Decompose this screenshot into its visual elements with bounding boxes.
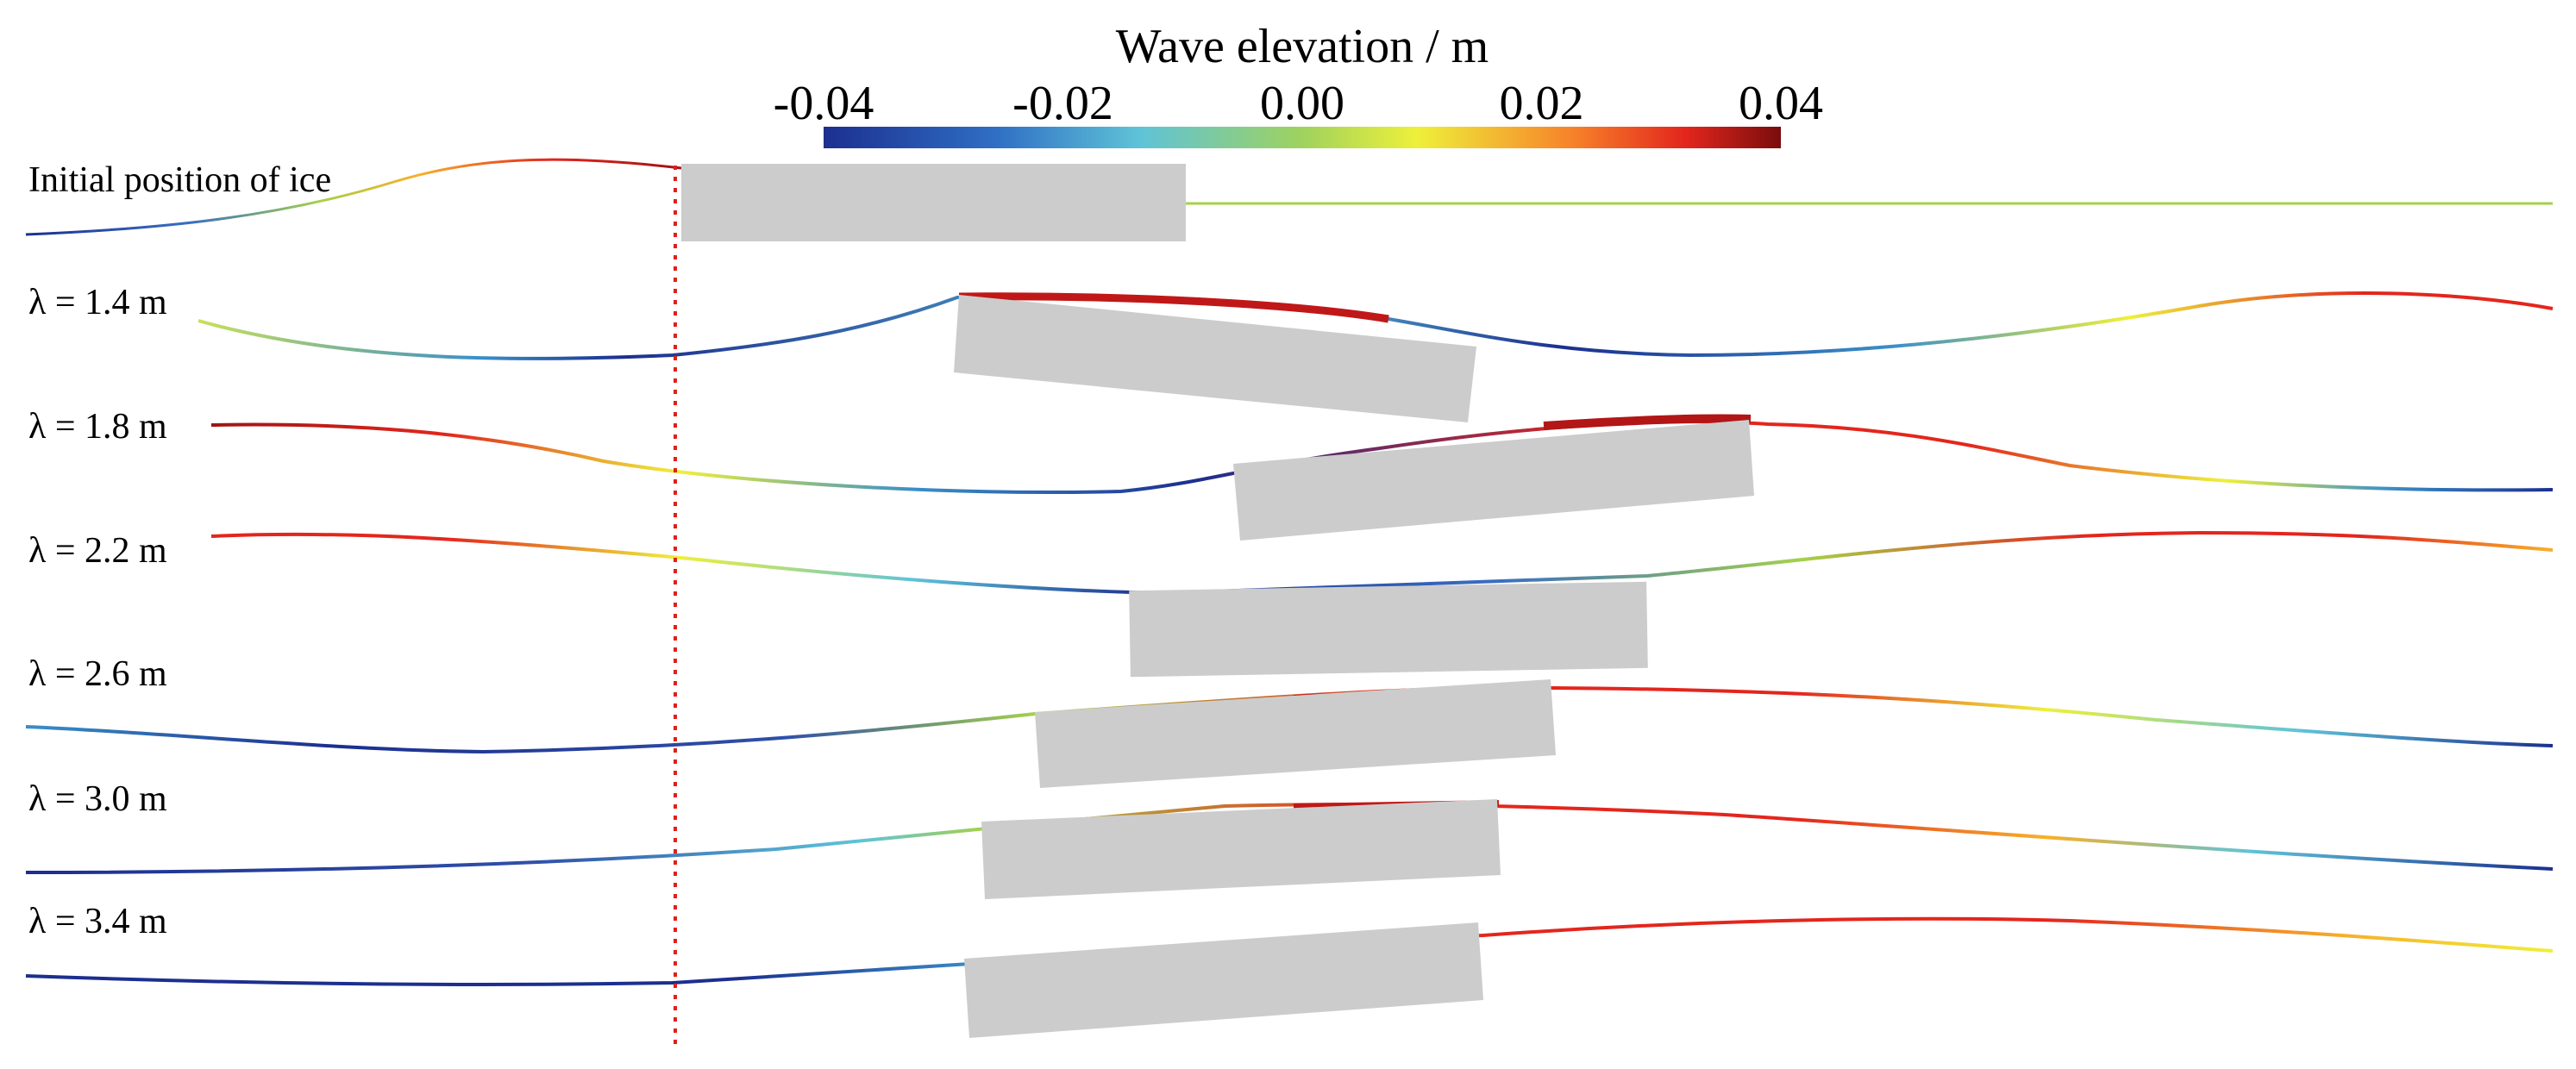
colorbar: Wave elevation / m -0.04 -0.02 0.00 0.02 0.0… bbox=[774, 20, 1823, 148]
wave-profile-initial bbox=[25, 158, 682, 236]
wave-profile-lambda-2.2 bbox=[210, 530, 2554, 596]
ice-floe-initial bbox=[681, 164, 1186, 241]
row-lambda-1.8 bbox=[210, 414, 2554, 541]
row-lambda-2.6 bbox=[25, 679, 2554, 788]
colorbar-tick-label: -0.02 bbox=[1012, 77, 1113, 130]
row-label-lambda-1.8: λ = 1.8 m bbox=[28, 407, 167, 447]
row-label-lambda-3.0: λ = 3.0 m bbox=[28, 779, 167, 819]
row-lambda-3.4 bbox=[25, 916, 2554, 1038]
colorbar-tick-label: 0.00 bbox=[1260, 77, 1344, 130]
colorbar-title: Wave elevation / m bbox=[1116, 20, 1489, 73]
wave-profile-lambda-3.0 bbox=[25, 803, 2554, 874]
row-lambda-3.0 bbox=[25, 799, 2554, 899]
ice-floe-lambda-3.4 bbox=[964, 922, 1483, 1038]
ice-floe-lambda-3.0 bbox=[981, 799, 1501, 899]
water-on-ice-lambda-1.8 bbox=[1543, 414, 1752, 430]
ice-floe-lambda-2.6 bbox=[1035, 679, 1556, 788]
colorbar-tick-label: 0.04 bbox=[1739, 77, 1823, 130]
row-label-lambda-3.4: λ = 3.4 m bbox=[28, 902, 167, 941]
row-initial bbox=[25, 158, 2553, 241]
ice-floe-lambda-2.2 bbox=[1129, 581, 1648, 678]
row-labels: Initial position of ice λ = 1.4 m λ = 1.… bbox=[28, 160, 331, 941]
colorbar-ticks: -0.04 -0.02 0.00 0.02 0.04 bbox=[774, 77, 1823, 130]
ice-floe-lambda-1.8 bbox=[1233, 420, 1754, 541]
colorbar-tick-label: 0.02 bbox=[1500, 77, 1584, 130]
water-on-ice-lambda-1.4 bbox=[958, 292, 1389, 323]
row-lambda-2.2 bbox=[210, 530, 2554, 678]
row-label-initial: Initial position of ice bbox=[28, 160, 331, 200]
ice-floe-lambda-1.4 bbox=[954, 295, 1476, 422]
row-lambda-1.4 bbox=[197, 291, 2554, 422]
row-label-lambda-1.4: λ = 1.4 m bbox=[28, 283, 167, 322]
row-label-lambda-2.6: λ = 2.6 m bbox=[28, 654, 167, 694]
row-label-lambda-2.2: λ = 2.2 m bbox=[28, 531, 167, 571]
colorbar-bar bbox=[824, 127, 1781, 148]
colorbar-tick-label: -0.04 bbox=[774, 77, 874, 130]
wave-profile-lambda-1.8 bbox=[210, 420, 2554, 494]
